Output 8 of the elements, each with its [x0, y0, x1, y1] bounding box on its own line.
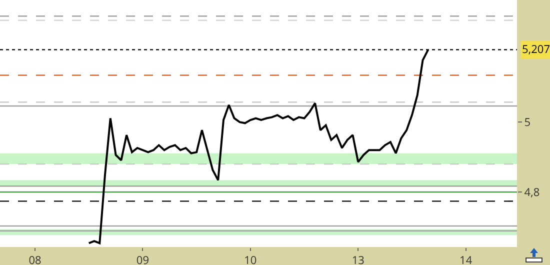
x-tick-label: 10	[244, 253, 257, 265]
x-tick-label: 08	[28, 253, 42, 265]
ref-line-label: 5,207	[522, 42, 550, 57]
x-tick-label: 13	[352, 253, 364, 265]
x-tick-label: 09	[136, 253, 150, 265]
y-tick-label: 4,8	[524, 184, 540, 200]
y-tick-label: 5	[524, 114, 530, 130]
x-tick-label: 14	[460, 253, 473, 265]
